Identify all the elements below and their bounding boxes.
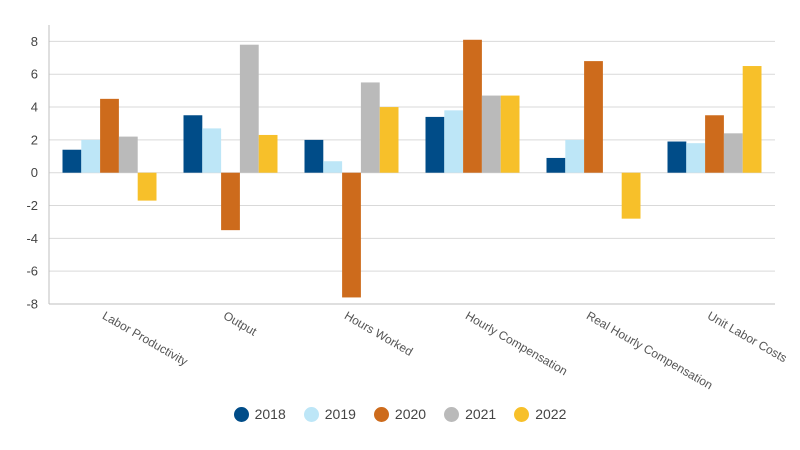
y-tick-label: 4 bbox=[31, 100, 38, 115]
bar bbox=[342, 172, 361, 298]
legend-item: 2022 bbox=[514, 406, 566, 422]
bar bbox=[258, 134, 278, 173]
legend-item: 2020 bbox=[373, 406, 427, 422]
x-category-label: Real Hourly Compensation bbox=[584, 308, 715, 392]
y-tick-label: 0 bbox=[31, 165, 38, 180]
legend-swatch bbox=[303, 406, 319, 422]
bar bbox=[705, 115, 724, 173]
y-tick-label: 6 bbox=[31, 67, 38, 82]
bar bbox=[584, 61, 603, 173]
y-tick-label: -2 bbox=[26, 198, 38, 213]
bar-chart: -8 -6 -4 -2 0 2 4 6 8 Labor Productivity Output Hou… bbox=[26, 25, 789, 392]
bar bbox=[379, 107, 399, 173]
legend-swatch bbox=[444, 406, 460, 422]
legend-item: 2018 bbox=[233, 406, 286, 422]
chart-legend: 2018 2019 2020 2021 2022 bbox=[0, 406, 800, 422]
y-tick-label: -4 bbox=[26, 231, 38, 246]
bar bbox=[221, 172, 240, 231]
bar bbox=[183, 115, 203, 173]
bar bbox=[360, 82, 380, 173]
bar bbox=[100, 98, 119, 173]
bar bbox=[81, 139, 101, 173]
legend-label: 2021 bbox=[465, 406, 497, 422]
x-category-label: Hours Worked bbox=[342, 308, 415, 358]
bar bbox=[500, 95, 520, 173]
y-tick-label: 2 bbox=[31, 132, 38, 147]
bar bbox=[62, 149, 82, 173]
bar bbox=[304, 139, 324, 173]
bar bbox=[723, 133, 743, 173]
legend-swatch bbox=[514, 406, 530, 422]
bar bbox=[137, 172, 157, 201]
bar bbox=[323, 161, 343, 173]
legend-label: 2022 bbox=[535, 406, 567, 422]
bar bbox=[202, 128, 222, 173]
legend-item: 2019 bbox=[303, 406, 356, 422]
legend-label: 2018 bbox=[254, 406, 286, 422]
bar bbox=[444, 110, 464, 173]
legend-item: 2021 bbox=[444, 406, 496, 422]
legend-label: 2020 bbox=[394, 406, 427, 422]
bar bbox=[565, 139, 585, 173]
bar bbox=[239, 44, 259, 173]
bar bbox=[686, 143, 706, 173]
bar bbox=[667, 141, 687, 173]
bar bbox=[118, 136, 138, 173]
bar bbox=[481, 95, 501, 173]
y-tick-label: 8 bbox=[31, 34, 38, 49]
x-category-label: Output bbox=[221, 308, 260, 338]
legend-swatch bbox=[233, 406, 249, 422]
bar bbox=[621, 172, 641, 219]
bar bbox=[463, 39, 482, 173]
legend-swatch bbox=[373, 406, 389, 422]
x-category-label: Labor Productivity bbox=[100, 308, 190, 368]
bar bbox=[546, 157, 566, 173]
y-tick-label: -6 bbox=[26, 264, 38, 279]
x-category-label: Hourly Compensation bbox=[463, 308, 570, 378]
legend-label: 2019 bbox=[324, 406, 356, 422]
x-category-label: Unit Labor Costs bbox=[705, 308, 789, 365]
bar bbox=[742, 66, 762, 173]
bar bbox=[425, 116, 445, 173]
y-tick-label: -8 bbox=[26, 297, 38, 312]
